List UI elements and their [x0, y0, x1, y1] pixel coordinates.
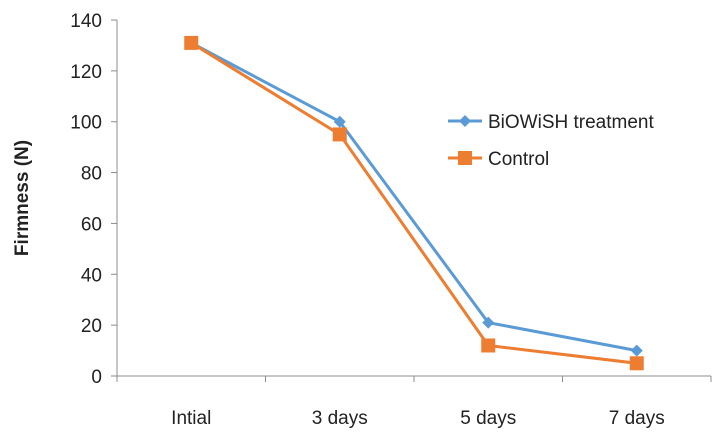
legend-item: BiOWiSH treatment — [448, 112, 654, 133]
data-point — [482, 316, 495, 329]
legend: BiOWiSH treatment Control — [448, 112, 654, 170]
x-axis-ticks: Intial 3 days 5 days 7 days — [116, 376, 712, 429]
x-tick-label: 3 days — [312, 408, 368, 429]
data-point — [332, 127, 347, 142]
legend-label: BiOWiSH treatment — [488, 112, 654, 133]
data-point — [333, 115, 346, 128]
y-axis-title: Firmness (N) — [12, 140, 33, 256]
x-tick-label: Intial — [171, 408, 211, 429]
legend-swatch-marker — [459, 115, 471, 127]
y-tick-label: 40 — [81, 265, 102, 286]
legend-item: Control — [448, 149, 549, 170]
series-line — [190, 41, 638, 353]
series-line — [190, 41, 637, 365]
y-tick-label: 100 — [70, 113, 102, 134]
series-layer — [184, 35, 644, 371]
y-tick-label: 140 — [70, 11, 102, 32]
data-point — [481, 338, 496, 353]
chart-axes — [116, 20, 711, 377]
data-point — [184, 35, 199, 50]
y-tick-label: 20 — [81, 316, 102, 337]
y-tick-label: 80 — [81, 164, 102, 185]
y-tick-label: 120 — [70, 62, 102, 83]
legend-label: Control — [488, 149, 549, 170]
series-2 — [184, 35, 644, 371]
x-tick-label: 5 days — [460, 408, 516, 429]
y-tick-label: 60 — [81, 214, 102, 235]
x-tick-label: 7 days — [609, 408, 665, 429]
data-point — [629, 356, 644, 371]
data-point — [630, 344, 643, 357]
y-axis-ticks: 0 20 40 60 80 100 120 140 — [70, 11, 117, 388]
y-tick-label: 0 — [91, 367, 102, 388]
legend-swatch-marker — [458, 151, 472, 165]
series-1 — [185, 36, 643, 357]
